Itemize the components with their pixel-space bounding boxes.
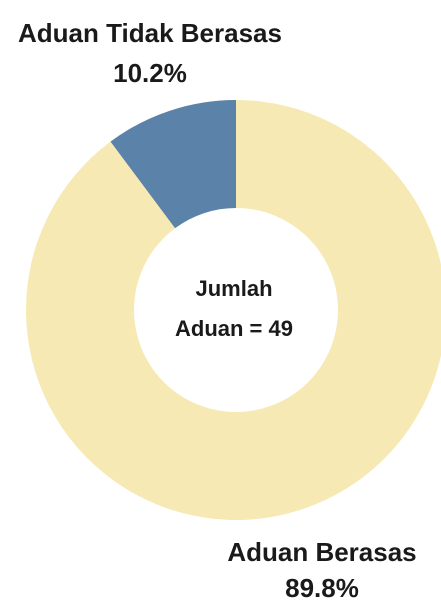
center-text-line-2: Aduan = 49 [175,316,293,341]
slice-value-aduan-berasas: 89.8% [285,573,359,602]
slice-aduan-berasas [26,100,441,520]
slice-value-aduan-tidak-berasas: 10.2% [113,58,187,88]
slice-label-aduan-berasas: Aduan Berasas [227,537,416,567]
slice-aduan-tidak-berasas [110,100,236,229]
donut-slices [26,100,441,520]
slice-label-aduan-tidak-berasas: Aduan Tidak Berasas [18,18,282,48]
center-text-line-1: Jumlah [195,276,272,301]
